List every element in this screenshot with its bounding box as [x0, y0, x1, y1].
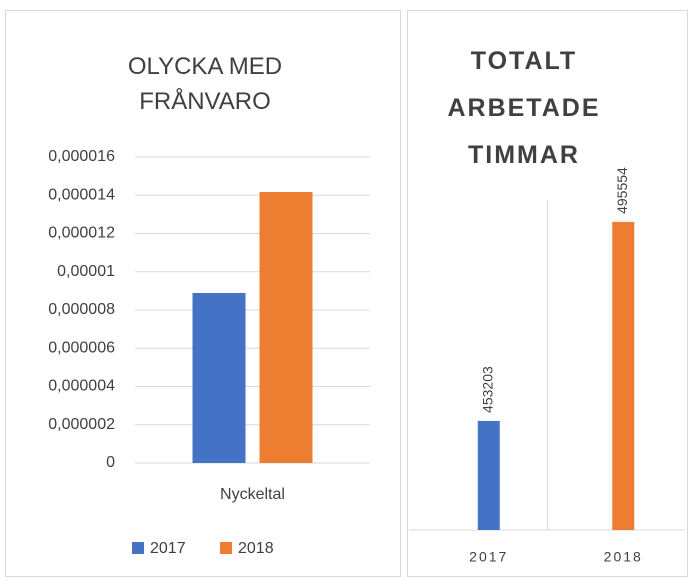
y-tick-label: 0,000014: [48, 186, 115, 203]
bar: [259, 191, 313, 463]
y-tick-label: 0,000016: [48, 148, 115, 165]
y-tick-label: 0: [106, 454, 115, 471]
y-tick-label: 0,000012: [48, 225, 115, 242]
bar: [477, 420, 500, 530]
chart-title: OLYCKA MED FRÅNVARO: [128, 53, 282, 115]
legend-label: 2018: [238, 540, 274, 557]
chart-title: TOTALT ARBETADE TIMMAR: [447, 47, 600, 169]
x-tick-label: Nyckeltal: [220, 486, 285, 503]
y-tick-label: 0,000006: [48, 339, 115, 356]
y-tick-label: 0,000002: [48, 416, 115, 433]
legend-swatch: [220, 542, 232, 554]
legend-swatch: [132, 542, 144, 554]
y-tick-label: 0,00001: [57, 263, 115, 280]
data-label: 453203: [479, 366, 495, 413]
x-tick-label: 2018: [604, 549, 643, 565]
y-tick-label: 0,000008: [48, 301, 115, 318]
x-tick-label: 2017: [469, 549, 508, 565]
legend-label: 2017: [150, 540, 186, 557]
data-label: 495554: [614, 167, 630, 214]
bar: [192, 292, 246, 463]
bar: [612, 221, 635, 531]
y-tick-label: 0,000004: [48, 378, 115, 395]
